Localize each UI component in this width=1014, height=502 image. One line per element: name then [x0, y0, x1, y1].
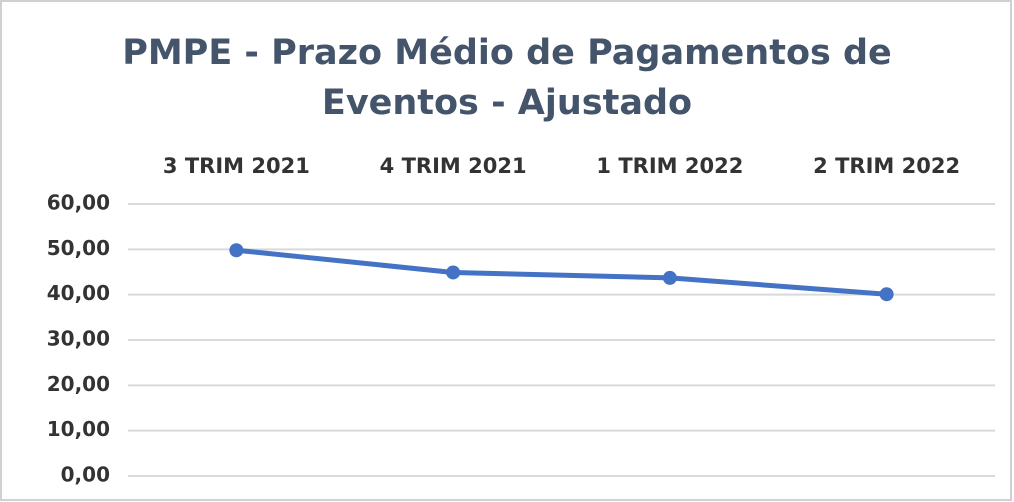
x-tick-label: 3 TRIM 2021: [163, 154, 310, 178]
y-tick-label: 30,00: [47, 327, 110, 351]
x-tick-label: 2 TRIM 2022: [813, 154, 960, 178]
marker: [662, 270, 677, 285]
y-tick-label: 40,00: [47, 281, 110, 305]
y-tick-label: 50,00: [47, 236, 110, 260]
x-tick-label: 1 TRIM 2022: [596, 154, 743, 178]
y-tick-label: 60,00: [47, 191, 110, 215]
y-tick-label: 10,00: [47, 417, 110, 441]
y-tick-label: 20,00: [47, 372, 110, 396]
marker: [879, 287, 894, 302]
chart-title: PMPE - Prazo Médio de Pagamentos de Even…: [122, 33, 892, 123]
marker: [229, 243, 244, 258]
y-tick-label: 0,00: [61, 463, 110, 487]
line: [236, 247, 887, 297]
x-tick-label: 4 TRIM 2021: [380, 154, 527, 178]
marker: [446, 265, 461, 280]
